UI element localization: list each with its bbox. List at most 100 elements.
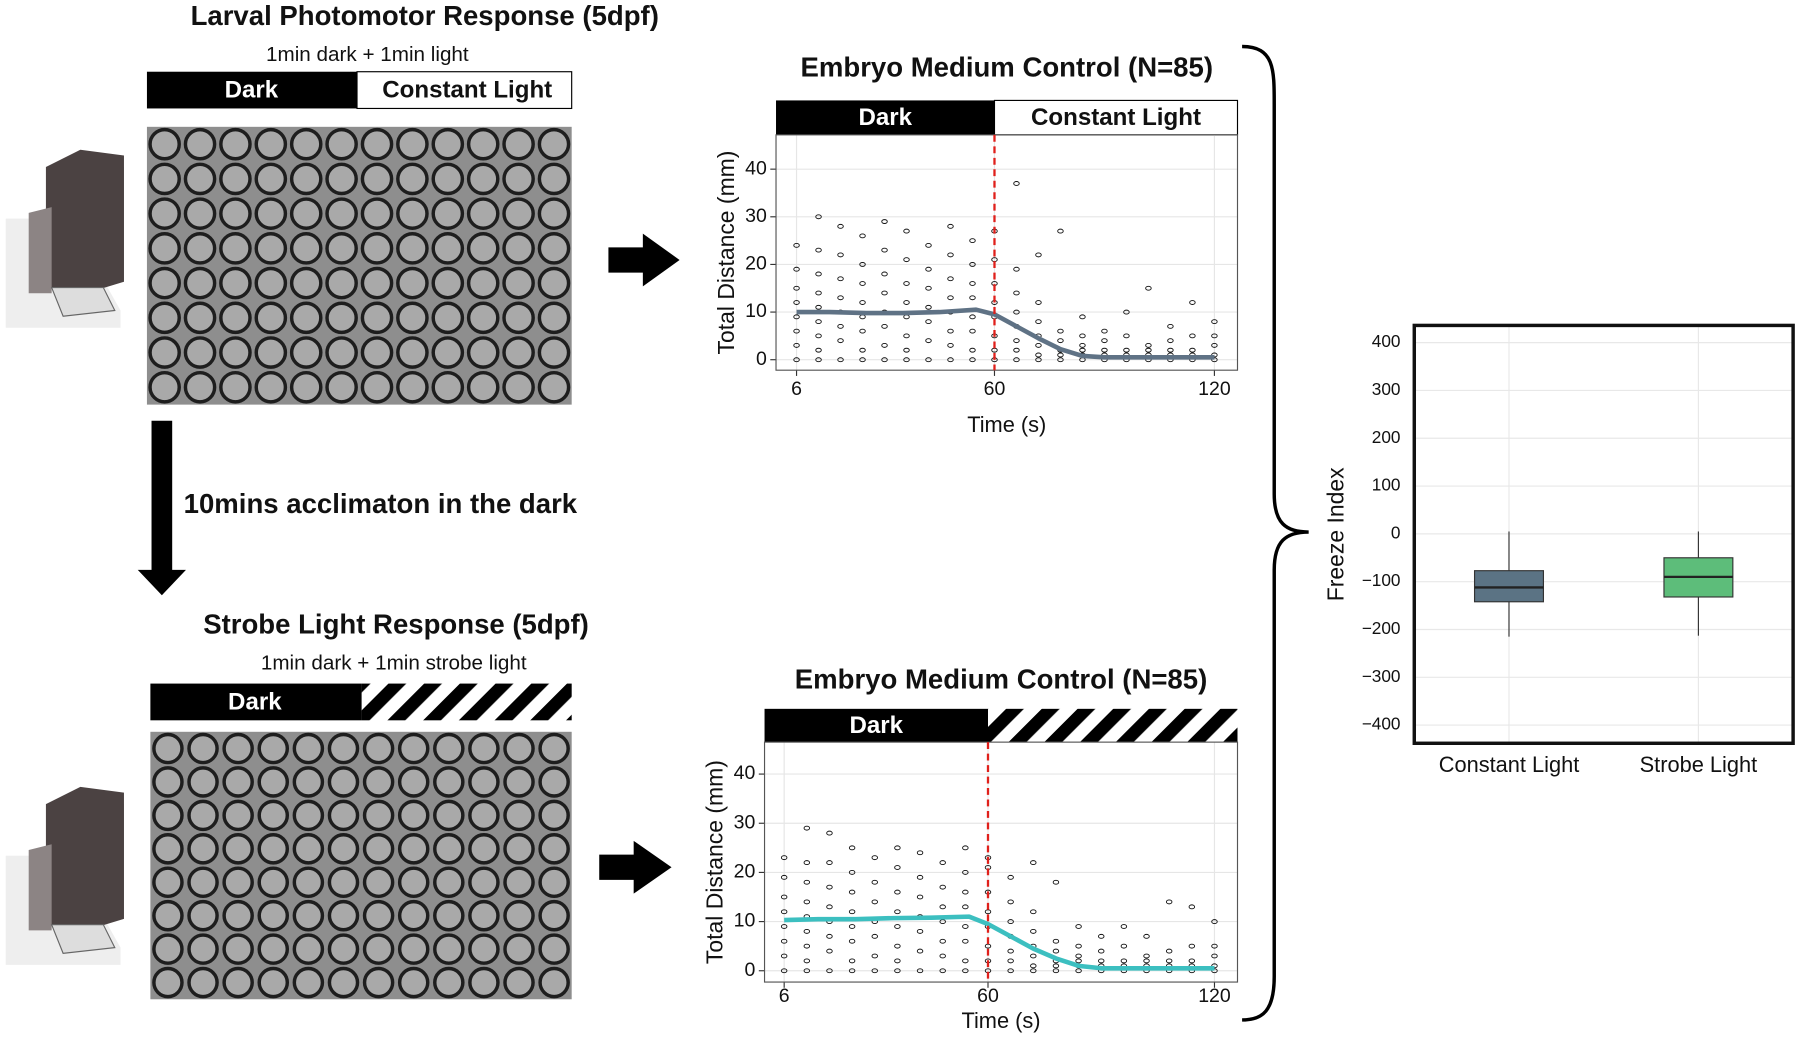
well bbox=[537, 266, 571, 300]
data-point bbox=[859, 233, 866, 239]
data-point bbox=[903, 357, 910, 363]
data-point bbox=[826, 884, 833, 890]
data-point bbox=[1075, 943, 1082, 949]
y-axis-title: Freeze Index bbox=[1322, 467, 1348, 601]
well bbox=[537, 370, 571, 404]
well bbox=[396, 127, 429, 161]
well bbox=[187, 766, 219, 798]
strobe-phase bbox=[361, 683, 572, 721]
well bbox=[292, 899, 325, 932]
data-point bbox=[1079, 314, 1086, 320]
data-point bbox=[1120, 958, 1128, 964]
data-point bbox=[947, 357, 954, 363]
data-point bbox=[1123, 309, 1130, 315]
well bbox=[466, 301, 500, 335]
well bbox=[433, 933, 465, 965]
dark-phase bbox=[776, 100, 995, 135]
y-tick-label: 30 bbox=[745, 205, 767, 227]
well bbox=[362, 966, 395, 999]
well bbox=[148, 301, 181, 335]
well bbox=[538, 866, 570, 899]
data-point bbox=[1211, 943, 1218, 949]
data-point bbox=[793, 242, 800, 248]
data-point bbox=[848, 889, 856, 895]
well bbox=[222, 766, 254, 798]
y-tick-label: 0 bbox=[744, 959, 755, 981]
well bbox=[257, 732, 290, 765]
data-point bbox=[894, 924, 901, 929]
well bbox=[187, 966, 219, 999]
well bbox=[152, 933, 184, 965]
data-point bbox=[1052, 963, 1060, 969]
data-point bbox=[859, 281, 866, 286]
data-point bbox=[1052, 948, 1060, 954]
well bbox=[187, 833, 219, 865]
data-point bbox=[803, 929, 811, 934]
well bbox=[327, 833, 360, 865]
brace bbox=[1242, 44, 1309, 1022]
data-point bbox=[962, 938, 969, 944]
data-point bbox=[969, 357, 976, 363]
data-point bbox=[1030, 953, 1037, 959]
well bbox=[466, 370, 500, 404]
well bbox=[148, 232, 181, 265]
y-tick-label: 20 bbox=[745, 253, 767, 275]
well bbox=[503, 766, 535, 798]
well bbox=[502, 370, 535, 404]
y-tick-label: 10 bbox=[734, 910, 756, 932]
data-point bbox=[1143, 953, 1150, 959]
data-point bbox=[947, 328, 954, 334]
well bbox=[397, 799, 430, 832]
data-point bbox=[780, 968, 788, 974]
data-point bbox=[939, 968, 946, 974]
chart-title: Embryo Medium Control (N=85) bbox=[795, 664, 1207, 695]
well bbox=[292, 966, 325, 999]
data-point bbox=[894, 958, 901, 964]
well bbox=[397, 933, 430, 965]
well bbox=[222, 933, 254, 965]
data-point bbox=[1013, 338, 1020, 344]
well-plate bbox=[146, 126, 572, 405]
well bbox=[292, 833, 325, 865]
data-point bbox=[1079, 343, 1086, 348]
data-point bbox=[1101, 328, 1108, 334]
well bbox=[433, 866, 465, 899]
well bbox=[468, 966, 500, 999]
data-point bbox=[925, 304, 932, 310]
well bbox=[396, 336, 429, 369]
data-point bbox=[1013, 290, 1020, 296]
data-point bbox=[1057, 352, 1064, 358]
y-tick-label: 100 bbox=[1372, 475, 1401, 495]
well bbox=[148, 162, 181, 196]
well bbox=[362, 766, 395, 798]
well bbox=[502, 197, 535, 230]
y-tick-label: 0 bbox=[756, 348, 767, 370]
data-point bbox=[894, 865, 901, 870]
data-point bbox=[947, 276, 954, 282]
data-point bbox=[1101, 338, 1108, 344]
well bbox=[187, 899, 219, 932]
x-tick-label: 6 bbox=[779, 985, 790, 1007]
well bbox=[257, 766, 290, 798]
data-point bbox=[871, 968, 878, 974]
well bbox=[538, 732, 570, 765]
well bbox=[148, 197, 181, 230]
data-point bbox=[969, 295, 976, 301]
well bbox=[187, 933, 219, 965]
data-point bbox=[962, 958, 969, 964]
phase-label: Dark bbox=[849, 712, 903, 739]
well bbox=[362, 799, 395, 832]
data-point bbox=[1165, 948, 1173, 954]
data-point bbox=[939, 904, 946, 910]
data-point bbox=[1098, 958, 1105, 964]
data-point bbox=[894, 889, 901, 895]
well bbox=[254, 162, 288, 196]
data-point bbox=[903, 347, 910, 353]
data-point bbox=[815, 333, 822, 339]
well bbox=[289, 336, 323, 369]
well bbox=[433, 966, 465, 999]
data-point bbox=[969, 347, 976, 353]
data-point bbox=[780, 909, 788, 915]
data-point bbox=[803, 968, 811, 974]
data-point bbox=[984, 909, 992, 915]
